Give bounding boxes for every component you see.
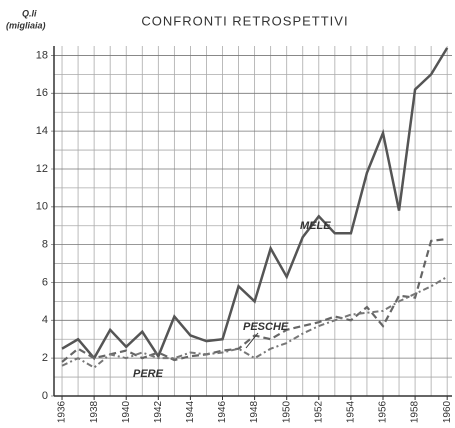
x-tick-label: 1960 xyxy=(442,400,453,423)
series-label: MELE xyxy=(300,220,331,232)
y-tick-label: 6 xyxy=(42,276,48,288)
x-tick-label: 1944 xyxy=(185,400,196,423)
annotation-arrow xyxy=(245,332,259,349)
y-tick-label: 10 xyxy=(36,201,48,213)
x-tick-label: 1946 xyxy=(217,400,228,423)
y-tick-label: 8 xyxy=(42,239,48,251)
x-tick-label: 1956 xyxy=(378,400,389,423)
y-tick-label: 4 xyxy=(42,314,48,326)
y-tick-label: 12 xyxy=(36,163,48,175)
series-line xyxy=(61,47,449,361)
y-tick-label: 14 xyxy=(36,125,48,137)
x-tick-label: 1942 xyxy=(153,400,164,423)
x-tick-label: 1936 xyxy=(57,400,68,423)
y-axis-label: (migliaia) xyxy=(6,20,46,30)
y-tick-label: 16 xyxy=(36,87,48,99)
x-tick-label: 1940 xyxy=(121,400,132,423)
x-tick-label: 1952 xyxy=(313,400,324,423)
x-tick-label: 1954 xyxy=(346,400,357,423)
x-tick-label: 1948 xyxy=(249,400,260,423)
series-line xyxy=(61,237,448,363)
y-tick-label: 18 xyxy=(36,49,48,61)
x-tick-label: 1958 xyxy=(410,400,421,423)
series-line xyxy=(61,275,448,369)
x-tick-label: 1938 xyxy=(89,400,100,423)
x-tick-label: 1950 xyxy=(281,400,292,423)
y-tick-label: 0 xyxy=(42,390,48,402)
series-label: PESCHE xyxy=(243,321,289,333)
series-label: PERE xyxy=(133,368,164,380)
y-axis-label: Q.li xyxy=(22,8,37,18)
y-tick-label: 2 xyxy=(42,352,48,364)
chart-title: CONFRONTI RETROSPETTIVI xyxy=(141,13,348,28)
